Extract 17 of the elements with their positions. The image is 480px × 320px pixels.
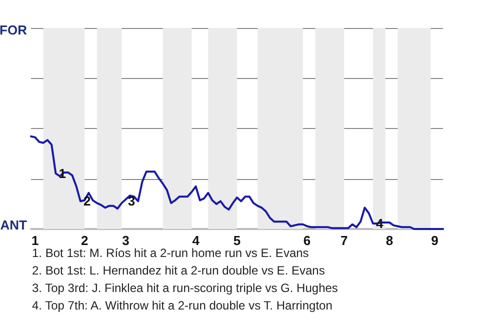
text: FOR bbox=[0, 22, 28, 38]
x-tick-label: 1 bbox=[32, 233, 39, 248]
x-tick-label: 7 bbox=[340, 233, 348, 248]
x-tick-label: 4 bbox=[192, 233, 200, 248]
text: 3. Top 3rd: J. Finklea hit a run-scoring triple vs G. Hughes bbox=[32, 281, 338, 295]
annotation: 3 bbox=[128, 194, 136, 209]
text: 4. Top 7th: A. Withrow hit a 2-run double vs T. Harrington bbox=[32, 298, 332, 312]
text: 2. Bot 1st: L. Hernandez hit a 2-run double vs E. Evans bbox=[32, 264, 325, 278]
annotation: 2 bbox=[83, 194, 91, 209]
text: ANT bbox=[0, 218, 28, 232]
x-tick-label: 5 bbox=[233, 233, 241, 248]
x-tick-label: 8 bbox=[386, 233, 394, 248]
text: 1. Bot 1st: M. Ríos hit a 2-run home run vs E. Evans bbox=[32, 246, 309, 260]
x-tick-label: 3 bbox=[122, 233, 130, 248]
x-tick-label: 2 bbox=[80, 233, 88, 248]
x-tick-label: 6 bbox=[303, 233, 311, 248]
x-tick-label: 9 bbox=[431, 233, 438, 248]
